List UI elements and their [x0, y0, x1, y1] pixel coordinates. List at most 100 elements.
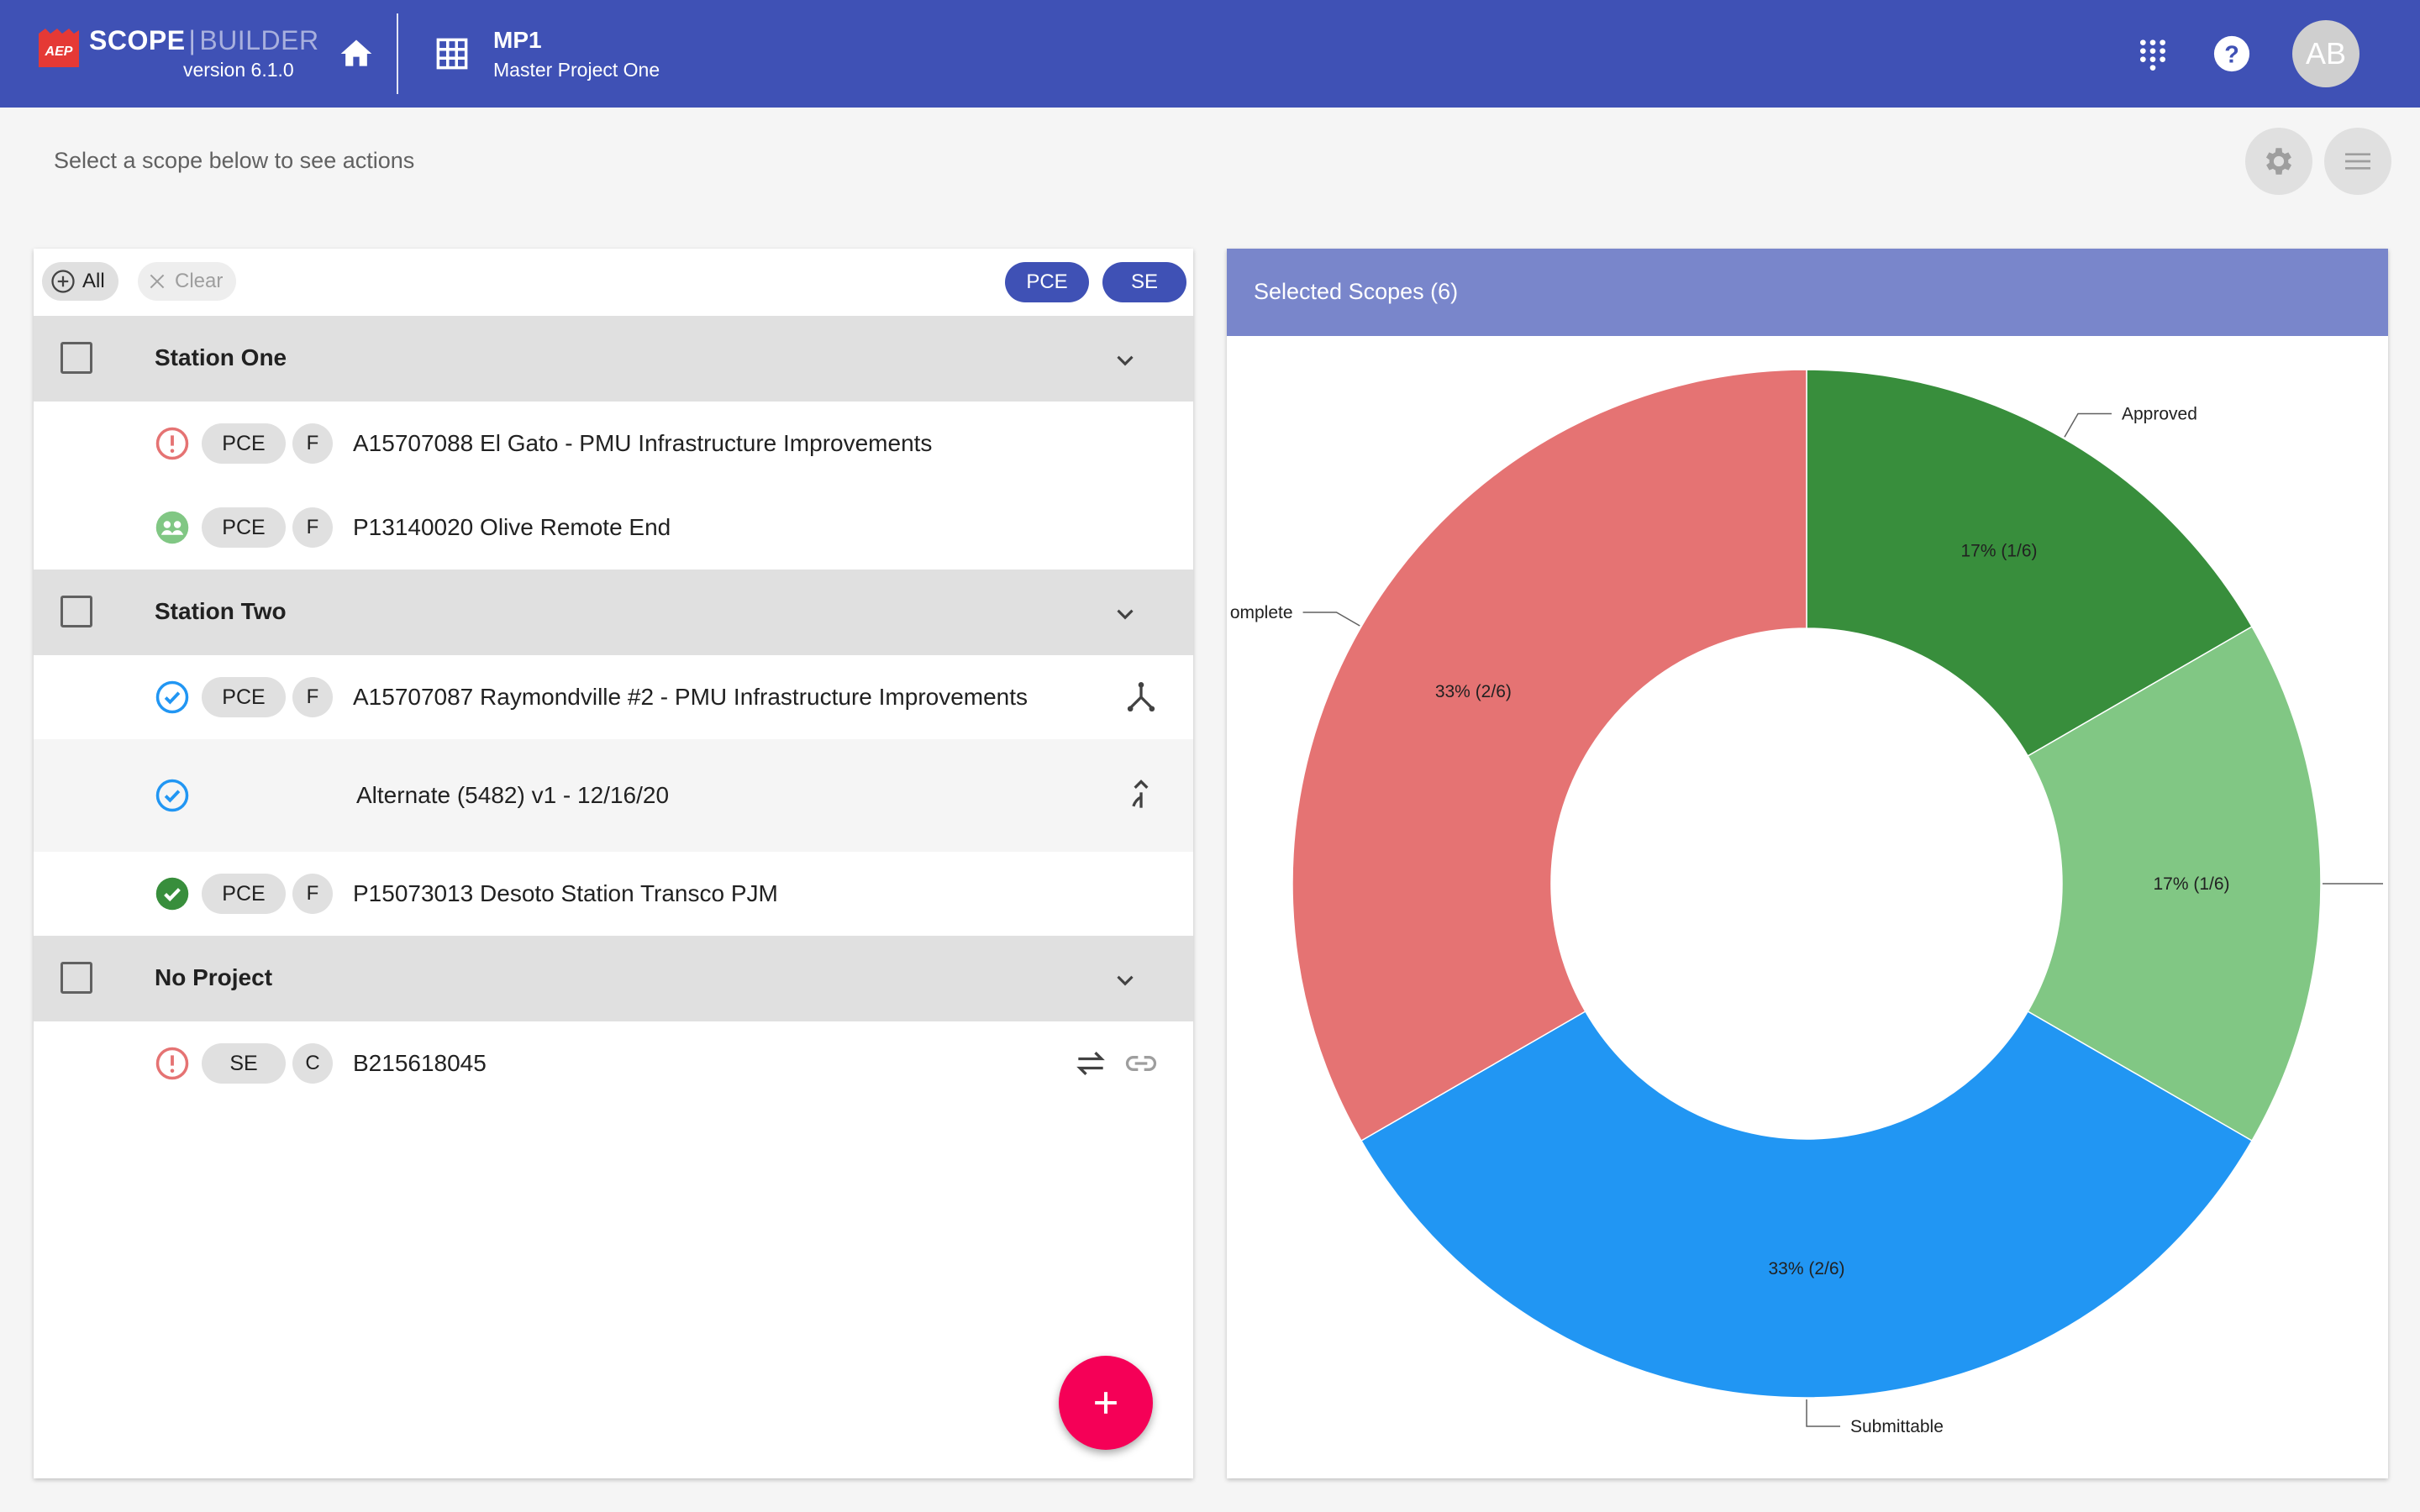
svg-text:?: ? [2224, 42, 2239, 69]
group-header-station-one[interactable]: Station One [34, 316, 1193, 402]
slice-value-label: 17% (1/6) [2153, 874, 2229, 894]
select-all-label: All [82, 270, 105, 292]
check-circle-outline-icon [155, 779, 189, 812]
slice-value-label: 17% (1/6) [1960, 541, 2037, 560]
clear-label: Clear [175, 270, 224, 292]
merge-icon[interactable] [1123, 777, 1160, 814]
slice-leader-line [1806, 1399, 1840, 1427]
filter-chip-pce[interactable]: PCE [1005, 262, 1089, 302]
chevron-down-icon[interactable] [1111, 966, 1139, 995]
project-grid-button[interactable] [430, 32, 474, 76]
logo-text: AEP [45, 45, 73, 59]
swap-icon[interactable] [1072, 1045, 1109, 1082]
select-all-chip[interactable]: All [42, 262, 118, 301]
apps-icon [2140, 39, 2165, 71]
plus-icon [1095, 1392, 1117, 1414]
slice-value-label: 33% (2/6) [1768, 1259, 1844, 1278]
app-bar: AEP SCOPE | BUILDER version 6.1.0 MP1 Mast… [0, 0, 2420, 108]
scope-list-panel: All Clear PCE SE Station One PCE F A1570… [34, 249, 1193, 1478]
slice-leader-line [1302, 612, 1360, 627]
menu-icon [2345, 153, 2370, 170]
scope-title: P15073013 Desoto Station Transco PJM [353, 880, 778, 906]
brand-separator: | [188, 25, 197, 55]
letter-chip: F [292, 874, 333, 914]
slice-leader-line [2064, 412, 2112, 438]
chevron-down-icon[interactable] [1111, 600, 1139, 628]
filter-row: All Clear PCE SE [34, 249, 1193, 316]
action-hint: Select a scope below to see actions [54, 148, 415, 173]
chart-panel: Selected Scopes (6) 17% (1/6) Approved 17%… [1227, 249, 2388, 1478]
donut-slice[interactable] [2027, 625, 2322, 1142]
apps-button[interactable] [2129, 30, 2176, 77]
scope-title: B215618045 [353, 1050, 487, 1076]
check-circle-icon [155, 877, 189, 911]
scope-row-alternate[interactable]: Alternate (5482) v1 - 12/16/20 [34, 739, 1193, 852]
help-button[interactable]: ? [2210, 32, 2254, 76]
group-title: No Project [155, 964, 273, 990]
chevron-down-icon[interactable] [1111, 346, 1139, 375]
error-icon [155, 1047, 189, 1080]
help-icon: ? [2213, 35, 2250, 72]
chart-panel-title: Selected Scopes (6) [1254, 279, 1459, 304]
slice-category-label: Approved [2122, 405, 2197, 424]
brand-name: SCOPE [89, 25, 186, 55]
home-button[interactable] [334, 32, 378, 76]
donut-chart: 17% (1/6) Approved 17% (1/6) 33% (2/6) Submi… [1230, 369, 2383, 1436]
project-name[interactable]: Master Project One [493, 59, 660, 81]
gear-icon [2265, 148, 2292, 175]
scope-row[interactable]: SE C B215618045 [34, 1021, 1193, 1105]
scope-title: P13140020 Olive Remote End [353, 514, 671, 540]
donut-slice[interactable] [1360, 1010, 2254, 1399]
scope-row[interactable]: PCE F P13140020 Olive Remote End [34, 486, 1193, 570]
group-title: Station One [155, 344, 287, 370]
action-bar: Select a scope below to see actions [0, 108, 2420, 215]
grid-icon [436, 38, 468, 70]
scope-title: Alternate (5482) v1 - 12/16/20 [356, 782, 670, 808]
group-checkbox[interactable] [60, 342, 92, 374]
settings-button[interactable] [2245, 128, 2312, 195]
donut-slice[interactable] [1806, 369, 2254, 758]
group-icon [155, 511, 189, 544]
letter-chip: F [292, 423, 333, 464]
user-avatar[interactable]: AB [2292, 20, 2360, 87]
add-scope-button[interactable] [1059, 1356, 1153, 1450]
brand-suffix: BUILDER [199, 25, 319, 55]
slice-category-label: Submittable [1850, 1417, 1944, 1436]
app-version: version 6.1.0 [183, 59, 294, 81]
error-icon [155, 427, 189, 460]
slice-value-label: 33% (2/6) [1435, 682, 1512, 701]
app-brand: SCOPE | BUILDER [89, 25, 319, 56]
letter-chip: F [292, 677, 333, 717]
type-chip: PCE [202, 874, 286, 914]
clear-chip[interactable]: Clear [138, 262, 237, 301]
chart-panel-header: Selected Scopes (6) [1227, 249, 2388, 336]
group-header-no-project[interactable]: No Project [34, 936, 1193, 1021]
app-bar-divider [397, 13, 398, 94]
group-checkbox[interactable] [60, 962, 92, 994]
home-icon [340, 39, 372, 66]
type-chip: PCE [202, 677, 286, 717]
filter-chip-se[interactable]: SE [1102, 262, 1186, 302]
type-chip: PCE [202, 507, 286, 548]
add-circle-icon [51, 270, 75, 293]
group-checkbox[interactable] [60, 596, 92, 627]
slice-category-label: omplete [1230, 603, 1293, 622]
aep-logo: AEP [37, 27, 81, 69]
scope-title: A15707088 El Gato - PMU Infrastructure I… [353, 430, 933, 456]
type-chip: SE [202, 1043, 286, 1084]
letter-chip: C [292, 1043, 333, 1084]
close-icon [150, 274, 165, 289]
scope-title: A15707087 Raymondville #2 - PMU Infrastr… [353, 684, 1028, 710]
group-title: Station Two [155, 598, 287, 624]
group-header-station-two[interactable]: Station Two [34, 570, 1193, 655]
scope-row[interactable]: PCE F A15707088 El Gato - PMU Infrastruc… [34, 402, 1193, 486]
scope-row[interactable]: PCE F A15707087 Raymondville #2 - PMU In… [34, 655, 1193, 739]
link-icon[interactable] [1123, 1045, 1160, 1082]
donut-slice[interactable] [1292, 369, 1807, 1142]
type-chip: PCE [202, 423, 286, 464]
split-icon[interactable] [1123, 679, 1160, 716]
scope-row[interactable]: PCE F P15073013 Desoto Station Transco P… [34, 852, 1193, 936]
check-circle-outline-icon [155, 680, 189, 714]
menu-button[interactable] [2324, 128, 2391, 195]
project-code[interactable]: MP1 [493, 27, 542, 53]
